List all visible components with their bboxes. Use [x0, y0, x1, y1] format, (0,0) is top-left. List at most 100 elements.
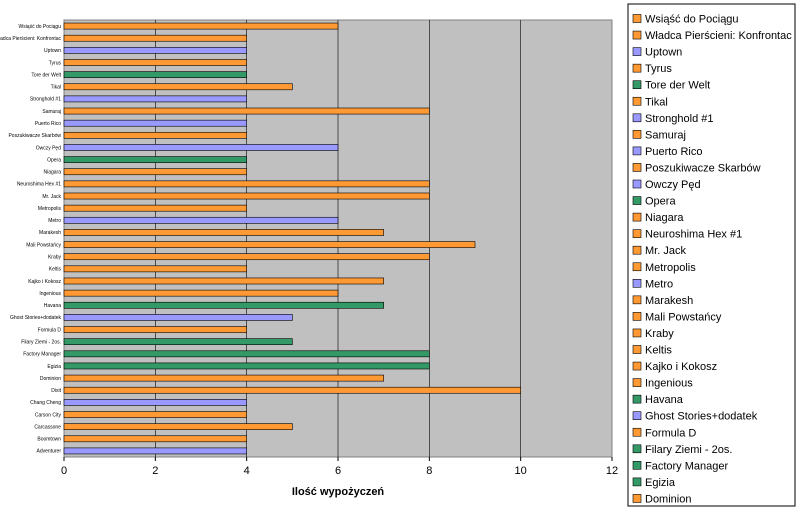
bar [63, 301, 384, 309]
x-tick-label: 8 [426, 465, 432, 477]
category-labels: Wsiąść do Pociągu Władca Pierścieni: Konf… [0, 24, 62, 455]
x-axis-ticks: 0 2 4 6 8 10 12 [61, 457, 618, 477]
bar [63, 447, 247, 455]
legend: Wsiąść do Pociągu Władca Pierścieni: Konf… [632, 14, 792, 505]
category-label: Dixit [51, 388, 61, 394]
legend-label: Stronghold #1 [645, 113, 714, 125]
category-label: Owczy Pęd [36, 145, 62, 151]
bar [63, 362, 430, 370]
category-label: Adventurer [37, 449, 62, 455]
category-label: Keltis [49, 267, 62, 273]
category-label: Egizia [47, 364, 61, 370]
legend-swatch [632, 328, 642, 338]
bar [63, 47, 247, 54]
legend-label: Kajko i Kokosz [645, 361, 717, 373]
bar [63, 411, 247, 418]
legend-label: Formula D [645, 427, 696, 439]
category-label: Dominion [40, 376, 61, 382]
category-label: Neuroshima Hex #1 [17, 182, 61, 188]
bars [63, 22, 521, 455]
category-label: Kraby [48, 255, 62, 261]
legend-swatch [632, 345, 642, 354]
legend-label: Tyrus [645, 63, 672, 75]
legend-label: Factory Manager [645, 460, 728, 472]
legend-swatch [632, 477, 642, 487]
legend-label: Puerto Rico [645, 146, 702, 158]
legend-swatch [632, 212, 642, 222]
x-tick-label: 6 [335, 465, 341, 477]
legend-box [627, 3, 796, 507]
legend-swatch [632, 361, 642, 371]
legend-swatch [632, 312, 642, 321]
x-tick-label: 2 [152, 465, 158, 477]
bar [63, 374, 384, 382]
legend-swatch [632, 295, 642, 305]
bar [63, 107, 430, 115]
x-tick-label: 4 [244, 465, 250, 477]
bar [63, 314, 293, 321]
legend-label: Kraby [645, 328, 674, 340]
bar [63, 144, 339, 151]
bar [63, 253, 430, 261]
category-label: Puerto Rico [35, 121, 61, 127]
legend-swatch [632, 229, 642, 238]
category-label: Carson City [35, 412, 62, 418]
legend-swatch [632, 394, 642, 404]
category-label: Samuraj [42, 109, 61, 115]
bar [63, 192, 430, 200]
bar [63, 168, 247, 176]
bar [63, 180, 430, 188]
legend-label: Uptown [645, 47, 682, 59]
legend-swatch [632, 245, 642, 255]
bar [63, 204, 247, 212]
bar [63, 241, 476, 248]
category-label: Carcassone [34, 424, 61, 430]
legend-label: Dominion [645, 493, 691, 505]
legend-swatch [632, 278, 642, 288]
x-tick-label: 10 [515, 465, 527, 477]
legend-swatch [632, 146, 642, 156]
category-label: Formula D [38, 327, 62, 333]
bar [63, 119, 247, 127]
legend-swatch [632, 444, 642, 454]
legend-label: Poszukiwacze Skarbów [645, 162, 761, 174]
bar [63, 156, 247, 163]
legend-swatch [632, 130, 642, 139]
category-label: Ingenious [39, 291, 61, 297]
legend-swatch [632, 427, 642, 437]
bar [63, 265, 247, 273]
legend-label: Tore der Welt [645, 80, 710, 92]
legend-swatch [632, 96, 642, 106]
bar [63, 338, 293, 346]
legend-swatch [632, 494, 642, 503]
category-label: Władca Pierścieni: Konfrontac [0, 36, 61, 42]
legend-label: Władca Pierścieni: Konfrontac [645, 30, 792, 42]
bar [63, 435, 247, 443]
category-label: Uptown [44, 48, 61, 54]
category-label: Mr. Jack [42, 194, 61, 200]
legend-label: Neuroshima Hex #1 [645, 229, 742, 241]
legend-swatch [632, 378, 642, 387]
legend-label: Mali Powstańcy [645, 311, 722, 323]
category-label: Factory Manager [23, 352, 61, 358]
legend-swatch [632, 179, 642, 189]
category-label: Kajko i Kokosz [28, 279, 61, 285]
category-label: Tore der Welt [31, 72, 61, 78]
category-label: Ghost Stories+dodatek [10, 315, 62, 321]
legend-label: Egizia [645, 477, 676, 489]
category-label: Wsiąść do Pociągu [18, 24, 61, 30]
legend-swatch [632, 113, 642, 123]
category-label: Marakesh [39, 230, 61, 236]
bar [63, 289, 339, 297]
x-tick-label: 0 [61, 465, 67, 477]
bar [63, 71, 247, 78]
legend-label: Havana [645, 394, 684, 406]
legend-swatch [632, 411, 642, 421]
x-tick-label: 12 [606, 465, 618, 477]
legend-label: Marakesh [645, 295, 693, 307]
bar [63, 386, 521, 394]
bar [63, 83, 293, 91]
legend-label: Ghost Stories+dodatek [645, 411, 758, 423]
category-label: Boomtown [37, 437, 61, 443]
legend-swatch [632, 80, 642, 89]
